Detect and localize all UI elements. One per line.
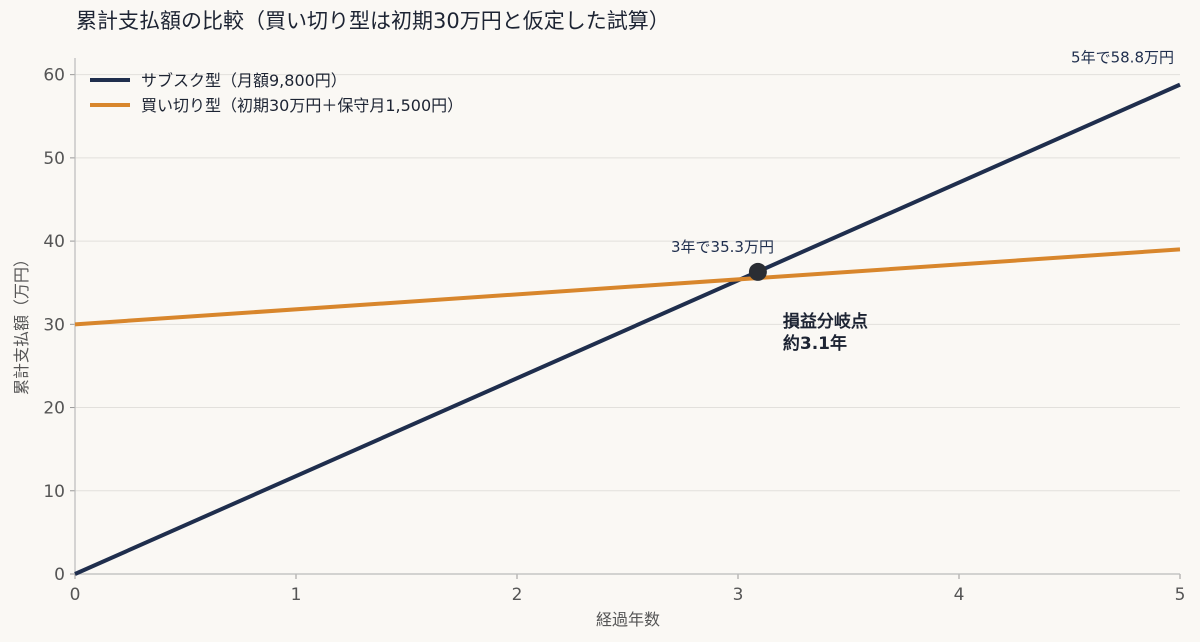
series-line-2	[74, 247, 1181, 327]
y-tick-label: 0	[54, 565, 65, 585]
series-line-1	[74, 82, 1181, 576]
y-tick-label: 30	[43, 315, 65, 335]
x-tick-label: 1	[291, 585, 302, 605]
breakeven-label: 損益分岐点	[783, 311, 868, 332]
x-tick-label: 5	[1175, 585, 1186, 605]
breakeven-point	[748, 262, 767, 281]
breakeven-value: 約3.1年	[783, 333, 847, 354]
legend: サブスク型（月額9,800円） 買い切り型（初期30万円＋保守月1,500円）	[90, 71, 463, 115]
legend-label-1: サブスク型（月額9,800円）	[141, 71, 347, 90]
y-tick-label: 40	[43, 232, 65, 252]
axes	[70, 58, 1181, 579]
legend-label-2: 買い切り型（初期30万円＋保守月1,500円）	[141, 96, 463, 115]
x-tick-label: 2	[512, 585, 523, 605]
y-tick-labels: 0 10 20 30 40 50 60	[43, 66, 65, 585]
y-tick-label: 60	[43, 66, 65, 86]
x-axis-label: 経過年数	[596, 610, 660, 629]
y-tick-label: 10	[43, 482, 65, 502]
y-axis-label: 累計支払額（万円）	[12, 251, 31, 395]
x-tick-labels: 0 1 2 3 4 5	[70, 585, 1186, 605]
x-tick-label: 3	[733, 585, 744, 605]
x-tick-label: 0	[70, 585, 81, 605]
y-tick-label: 50	[43, 149, 65, 169]
grid	[75, 74, 1180, 492]
series-lines	[74, 82, 1181, 576]
x-tick-label: 4	[954, 585, 965, 605]
chart-title: 累計支払額の比較（買い切り型は初期30万円と仮定した試算）	[76, 9, 670, 33]
y-tick-label: 20	[43, 399, 65, 419]
annotation-3yr: 3年で35.3万円	[671, 238, 774, 256]
annotation-5yr: 5年で58.8万円	[1071, 49, 1174, 67]
